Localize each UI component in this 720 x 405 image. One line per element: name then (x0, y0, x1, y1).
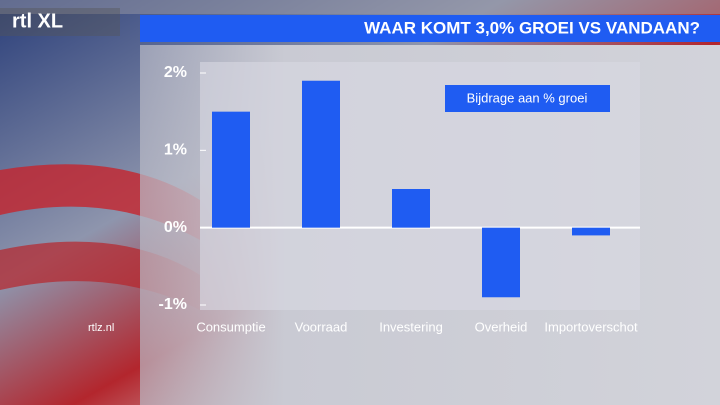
x-tick-label: Investering (379, 319, 443, 334)
legend-label: Bijdrage aan % groei (467, 90, 588, 105)
x-tick-label: Consumptie (196, 319, 265, 334)
top-strip (0, 0, 720, 14)
x-tick-label: Importoverschot (544, 319, 638, 334)
x-tick-label: Voorraad (295, 319, 348, 334)
site-url: rtlz.nl (88, 322, 114, 334)
y-tick-label: 2% (164, 64, 187, 81)
title-bar (140, 15, 720, 42)
logo-bg (0, 8, 120, 36)
bar (302, 80, 340, 228)
bar (392, 189, 430, 228)
y-tick-label: 0% (164, 219, 187, 236)
bar (482, 227, 520, 298)
x-tick-label: Overheid (475, 319, 528, 334)
bar (212, 111, 250, 228)
y-tick-label: -1% (159, 296, 187, 313)
y-tick-label: 1% (164, 142, 187, 159)
chart-title: WAAR KOMT 3,0% GROEI VS VANDAAN? (364, 18, 700, 37)
logo: rtl XL (12, 10, 63, 32)
legend-box (445, 85, 610, 112)
bar (572, 227, 610, 236)
